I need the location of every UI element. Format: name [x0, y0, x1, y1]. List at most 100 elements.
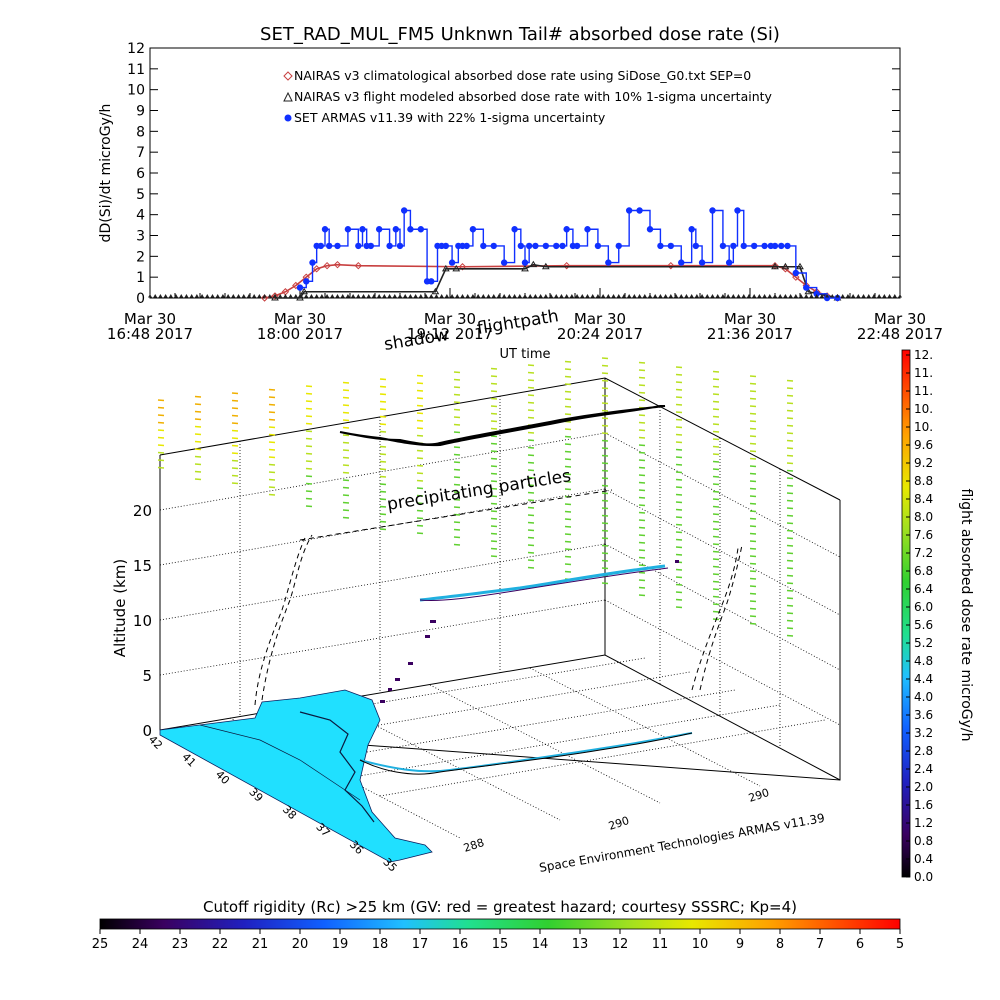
dose-rate-dash — [379, 498, 387, 501]
dose-rate-dash — [527, 484, 535, 487]
dose-rate-dash — [564, 525, 572, 528]
dose-rate-dash — [157, 436, 165, 439]
dose-rate-dash — [453, 521, 461, 524]
dose-rate-dash — [601, 394, 609, 397]
dose-rate-dash — [786, 582, 794, 585]
altitude-ticks: 0 5 10 15 20 — [133, 502, 152, 740]
dose-rate-dash — [527, 386, 535, 389]
modeled-baseline-marker — [398, 294, 402, 298]
dose-rate-dash — [453, 543, 461, 546]
modeled-baseline-marker — [611, 294, 616, 298]
dose-rate-dash — [416, 472, 424, 475]
modeled-baseline-marker — [361, 294, 366, 298]
modeled-baseline-marker — [330, 294, 335, 298]
modeled-baseline-marker — [523, 294, 527, 298]
climatological-data-point — [292, 281, 300, 290]
dose-rate-dash — [379, 520, 387, 523]
dose-rate-dash — [416, 449, 424, 452]
dose-rate-dash — [601, 567, 609, 570]
modeled-data-point — [529, 260, 538, 268]
dose-rate-dash — [749, 442, 757, 445]
dose-colorbar-ticks: 12. 11. 11. 10. 10. 9.6 9.2 8.8 8.4 8.0 7.6 7.2 6.8 6… — [906, 348, 933, 884]
colorbar-tick-label: 11. — [914, 366, 933, 380]
modeled-baseline-marker — [564, 294, 569, 298]
dose-rate-dash — [786, 507, 794, 510]
dose-rate-dash — [675, 553, 683, 556]
dose-rate-dash — [712, 498, 720, 501]
longitude-ticks: 288 290 290 — [462, 786, 771, 855]
altitude-tick-label: 5 — [142, 667, 152, 685]
dose-rate-dash — [453, 431, 461, 434]
dose-rate-dash — [453, 408, 461, 411]
dose-rate-dash — [268, 456, 276, 459]
dose-rate-dash — [601, 432, 609, 435]
dose-rate-dash — [749, 525, 757, 528]
armas-data-point — [778, 242, 785, 250]
dose-rate-dash — [749, 502, 757, 505]
dose-rate-dash — [638, 489, 646, 492]
dose-rate-dash — [712, 505, 720, 508]
climatological-data-point — [260, 294, 269, 302]
modeled-baseline-marker — [726, 294, 731, 298]
dose-rate-dash — [490, 547, 498, 550]
dose-rate-dash — [268, 418, 276, 421]
dose-rate-dash — [157, 466, 165, 469]
dose-rate-dash — [564, 518, 572, 521]
modeled-baseline-marker — [179, 294, 184, 298]
dose-rate-dash — [712, 528, 720, 531]
dose-rate-dash — [490, 412, 498, 415]
dose-rate-dash — [305, 505, 313, 508]
dose-rate-dash — [453, 491, 461, 494]
dose-rate-dash — [786, 597, 794, 600]
dose-rate-dash — [601, 544, 609, 547]
dose-rate-dash — [527, 469, 535, 472]
dose-rate-dash — [601, 402, 609, 405]
colorbar-tick-label: 10. — [914, 402, 933, 416]
x-tick-label-date: Mar 30 — [874, 310, 926, 328]
modeled-baseline-marker — [856, 294, 861, 298]
dose-rate-dash — [675, 606, 683, 609]
armas-data-point — [334, 242, 341, 250]
dose-rate-dash — [712, 408, 720, 411]
dose-rate-dash — [786, 417, 794, 420]
armas-data-point — [725, 259, 733, 266]
dose-rate-dash — [231, 422, 239, 425]
dose-rate-dash — [638, 519, 646, 522]
dose-rate-dash — [638, 429, 646, 432]
modeled-baseline-marker — [424, 294, 429, 298]
armas-data-point — [367, 242, 375, 250]
modeled-baseline-marker — [533, 294, 538, 298]
dose-rate-dash — [601, 462, 609, 465]
dose-rate-dash — [712, 475, 720, 478]
dose-rate-dash — [786, 529, 794, 532]
modeled-baseline-marker — [382, 294, 387, 298]
modeled-baseline-marker — [627, 294, 632, 298]
dose-rate-dash — [268, 486, 276, 489]
dose-rate-dash — [564, 563, 572, 566]
armas-data-point — [730, 242, 737, 250]
dose-rate-dash — [342, 411, 350, 414]
armas-data-point — [317, 242, 325, 250]
dose-rate-dash — [712, 483, 720, 486]
dose-rate-dash — [564, 435, 572, 438]
annotation-flightpath: flightpath — [476, 306, 560, 339]
armas-data-point — [517, 242, 525, 250]
dose-rate-dash — [490, 442, 498, 445]
dose-rate-dash — [416, 412, 424, 415]
descent-dots — [380, 560, 679, 703]
armas-data-point — [428, 278, 435, 285]
colorbar-tick-label: 1.6 — [914, 798, 933, 812]
dose-rate-dash — [305, 430, 313, 433]
colorbar-tick-label: 9.6 — [914, 438, 933, 452]
climatological-data-point — [312, 265, 321, 273]
modeled-baseline-marker — [345, 294, 350, 298]
dose-rate-dash — [305, 400, 313, 403]
colorbar-tick-label: 1.2 — [914, 816, 933, 830]
modeled-baseline-marker — [663, 294, 668, 298]
dose-rate-dash — [379, 400, 387, 403]
dose-rate-dash — [305, 445, 313, 448]
y-tick-label: 11 — [127, 62, 145, 78]
dose-rate-dash — [527, 439, 535, 442]
dose-rate-dash — [416, 397, 424, 400]
dose-rate-dash — [638, 459, 646, 462]
